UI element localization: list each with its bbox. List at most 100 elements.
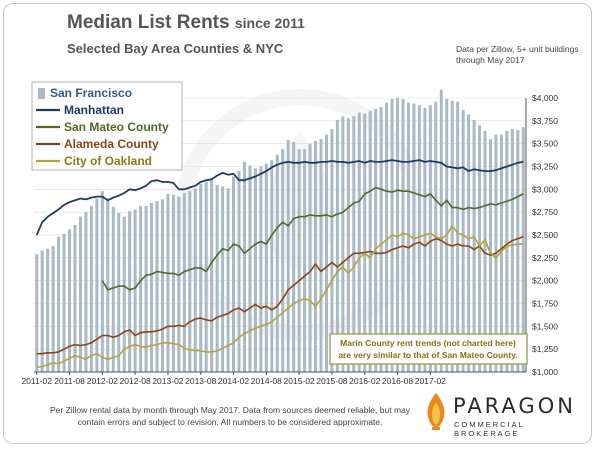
logo-tagline: COMMERCIAL BROKERAGE — [454, 420, 525, 438]
y-tick-label: $3,750 — [532, 116, 558, 126]
bar-san-francisco — [264, 163, 268, 372]
bar-san-francisco — [483, 130, 487, 372]
logo-wordmark: PARAGON — [453, 394, 576, 418]
legend-label-city-of-oakland: City of Oakland — [64, 154, 152, 168]
bar-san-francisco — [155, 201, 159, 372]
bar-san-francisco — [275, 154, 279, 372]
bar-san-francisco — [335, 119, 339, 372]
bar-san-francisco — [352, 116, 356, 373]
bar-san-francisco — [57, 236, 61, 372]
bar-san-francisco — [95, 198, 99, 372]
chart-title-main: Median List Rents — [67, 12, 230, 33]
bar-san-francisco — [139, 205, 143, 372]
bar-san-francisco — [308, 143, 312, 372]
bar-san-francisco — [346, 118, 350, 373]
bar-san-francisco — [160, 199, 164, 372]
bar-san-francisco — [401, 98, 405, 372]
bar-san-francisco — [248, 165, 252, 372]
x-tick-label: 2015-08 — [316, 376, 347, 386]
legend-label-san-francisco: San Francisco — [50, 86, 132, 100]
bar-san-francisco — [117, 213, 121, 372]
bar-san-francisco — [51, 245, 55, 372]
bar-san-francisco — [521, 127, 525, 372]
bar-san-francisco — [286, 140, 290, 372]
x-tick-label: 2013-08 — [185, 376, 216, 386]
bar-san-francisco — [221, 186, 225, 372]
bar-san-francisco — [253, 168, 257, 372]
line-san-mateo-county — [101, 186, 524, 291]
legend-label-san-mateo-county: San Mateo County — [64, 120, 169, 134]
bar-san-francisco — [396, 98, 400, 372]
bar-san-francisco — [40, 250, 44, 372]
bar-san-francisco — [379, 107, 383, 372]
line-manhattan — [35, 159, 524, 236]
y-tick-label: $2,750 — [532, 207, 558, 217]
bar-san-francisco — [510, 129, 514, 372]
bar-san-francisco — [423, 108, 427, 373]
x-tick-label: 2012-08 — [120, 376, 151, 386]
bar-san-francisco — [385, 102, 389, 373]
x-tick-label: 2017-02 — [415, 376, 446, 386]
paragon-flame-icon — [427, 393, 445, 430]
bar-san-francisco — [461, 109, 465, 372]
bar-san-francisco — [199, 183, 203, 372]
x-tick-label: 2012-02 — [87, 376, 118, 386]
bar-san-francisco — [303, 149, 307, 372]
bar-san-francisco — [89, 205, 93, 372]
paragon-logo: PARAGON COMMERCIAL BROKERAGE — [423, 390, 588, 438]
bar-san-francisco — [363, 113, 367, 372]
y-tick-label: $3,250 — [532, 162, 558, 172]
bar-san-francisco — [106, 198, 110, 372]
y-tick-label: $1,250 — [532, 344, 558, 354]
y-tick-label: $3,500 — [532, 139, 558, 149]
x-tick-label: 2014-08 — [251, 376, 282, 386]
bar-san-francisco — [188, 191, 192, 372]
bar-san-francisco — [204, 182, 208, 372]
chart-title: Median List Rents since 2011 — [67, 12, 305, 34]
bar-san-francisco — [314, 140, 318, 372]
bar-san-francisco — [270, 160, 274, 372]
legend-swatch-san-francisco — [38, 88, 45, 99]
bar-san-francisco — [417, 105, 421, 372]
bar-san-francisco — [456, 101, 460, 373]
y-tick-label: $1,000 — [532, 367, 558, 377]
chart-subtitle: Selected Bay Area Counties & NYC — [67, 41, 284, 56]
line-alameda-county — [36, 236, 524, 355]
x-tick-label: 2016-08 — [382, 376, 413, 386]
x-tick-label: 2011-08 — [54, 376, 85, 386]
bar-san-francisco — [406, 102, 410, 373]
bar-san-francisco — [292, 141, 296, 372]
chart-title-suffix: since 2011 — [234, 15, 305, 31]
bar-san-francisco — [499, 134, 503, 372]
bar-san-francisco — [472, 119, 476, 372]
bar-san-francisco — [450, 100, 454, 373]
bar-san-francisco — [35, 254, 39, 372]
bar-san-francisco — [46, 248, 50, 372]
y-tick-label: $2,000 — [532, 276, 558, 286]
bar-san-francisco — [242, 161, 246, 372]
chart-legend: San Francisco Manhattan San Mateo County Al… — [31, 81, 183, 171]
bar-san-francisco — [133, 209, 137, 372]
y-tick-label: $1,500 — [532, 321, 558, 331]
bar-san-francisco — [505, 130, 509, 372]
legend-label-manhattan: Manhattan — [64, 103, 124, 117]
bar-san-francisco — [166, 193, 170, 372]
y-tick-label: $2,500 — [532, 230, 558, 240]
bar-san-francisco — [412, 103, 416, 372]
annotation-line-2: are very similar to that of San Mateo Co… — [338, 350, 517, 360]
bar-san-francisco — [73, 224, 77, 372]
bar-san-francisco — [122, 216, 126, 372]
bar-san-francisco — [281, 149, 285, 372]
bar-san-francisco — [428, 105, 432, 372]
annotation-box: Marin County rent trends (not charted he… — [329, 333, 528, 365]
x-tick-label: 2014-02 — [218, 376, 249, 386]
y-tick-label: $4,000 — [532, 93, 558, 103]
source-note: Data per Zillow, 5+ unit buildings throu… — [456, 44, 579, 65]
bar-san-francisco — [319, 139, 323, 372]
bar-san-francisco — [78, 216, 82, 372]
annotation-line-1: Marin County rent trends (not charted he… — [340, 338, 516, 348]
bar-san-francisco — [341, 116, 345, 373]
bar-san-francisco — [259, 166, 263, 372]
bar-san-francisco — [182, 192, 186, 372]
y-tick-label: $1,750 — [532, 299, 558, 309]
